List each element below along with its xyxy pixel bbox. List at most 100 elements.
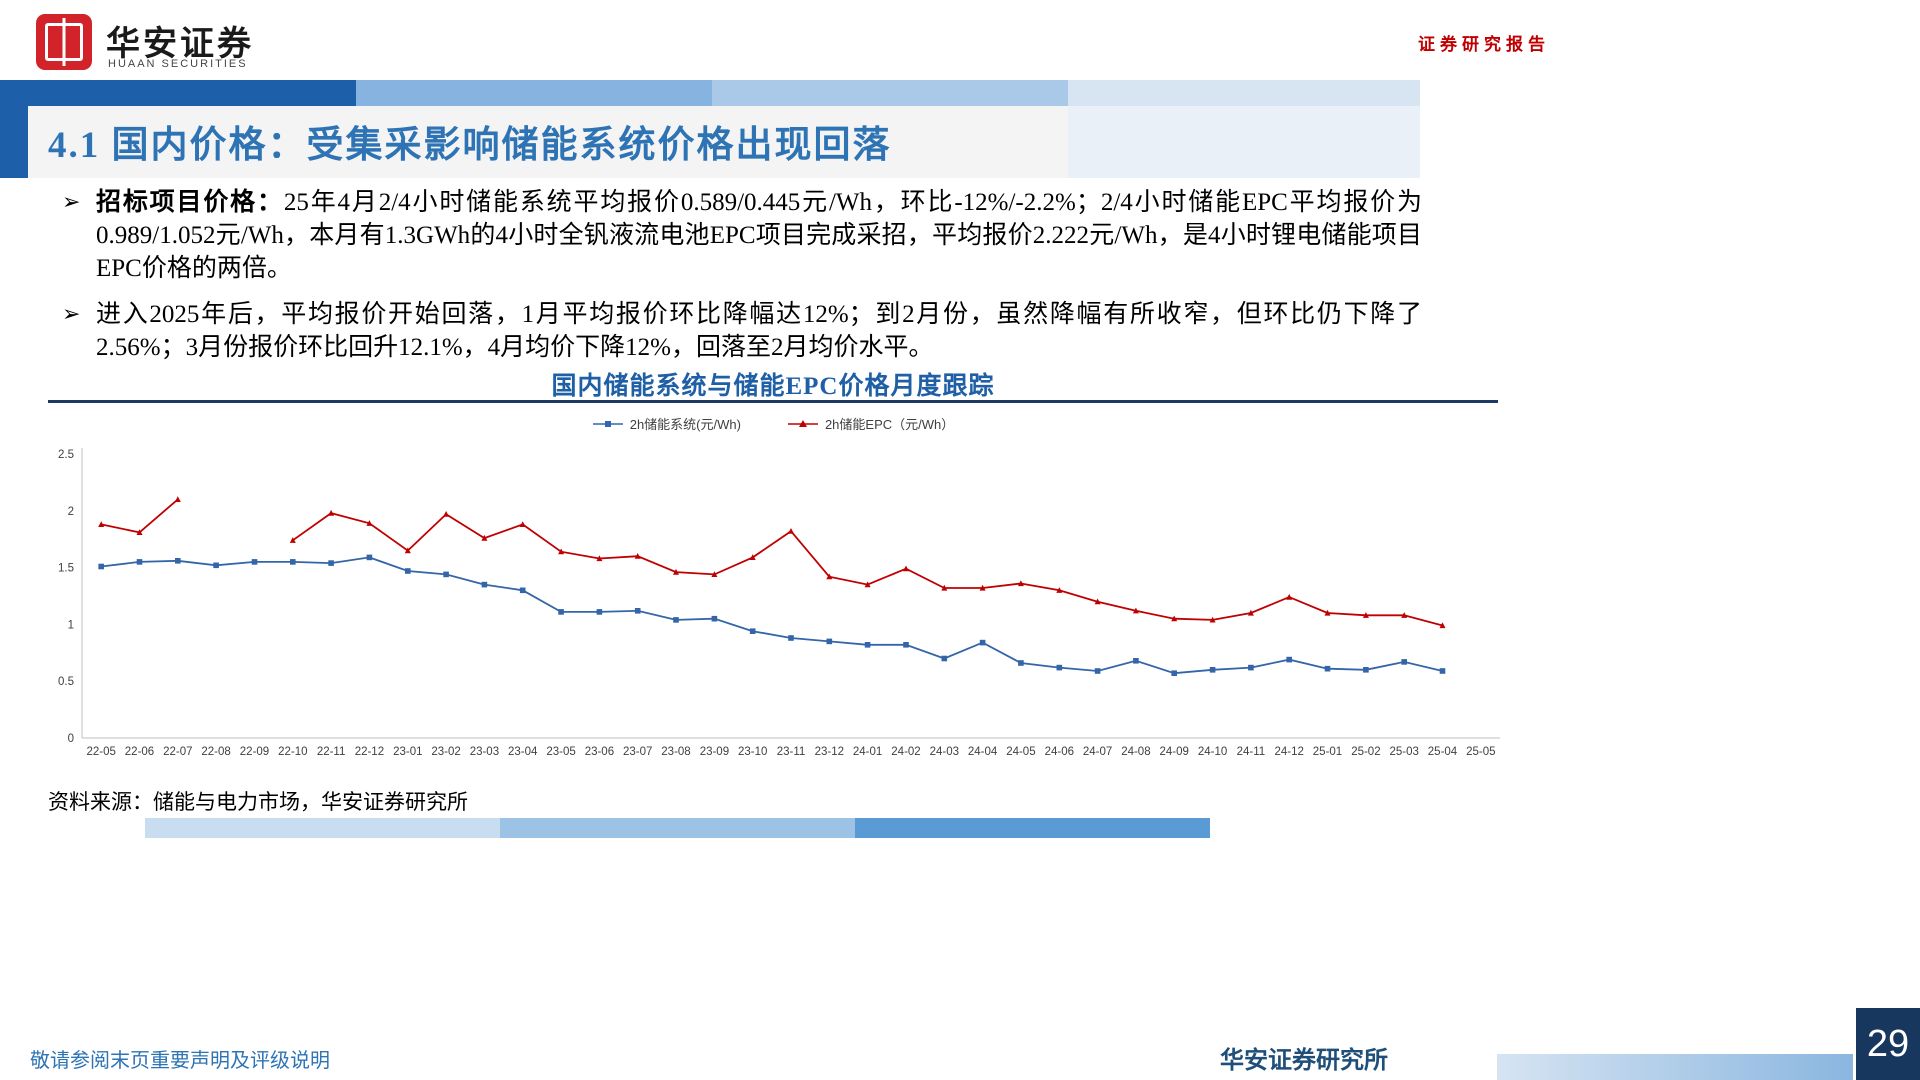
series-marker — [481, 534, 488, 541]
series-marker — [826, 638, 833, 645]
x-tick-label: 24-11 — [1237, 746, 1266, 758]
x-tick-label: 24-03 — [930, 746, 959, 758]
title-band-segment-3 — [712, 80, 1068, 106]
series-marker — [1018, 660, 1024, 666]
series-marker — [1286, 593, 1293, 600]
x-tick-label: 24-07 — [1083, 746, 1112, 758]
y-tick-label: 0 — [68, 733, 74, 745]
series-marker — [558, 548, 565, 555]
series-marker — [1286, 656, 1292, 663]
x-tick-label: 24-04 — [968, 746, 998, 758]
x-tick-label: 24-01 — [853, 746, 882, 758]
x-tick-label: 23-08 — [661, 746, 690, 758]
title-band-segment-1 — [28, 80, 356, 106]
x-tick-label: 25-05 — [1466, 746, 1495, 758]
series-marker — [98, 563, 104, 570]
arrow-bullet-icon: ➢ — [62, 190, 81, 215]
institute-name: 华安证券研究所 — [1220, 1048, 1388, 1074]
series-marker — [1132, 607, 1139, 614]
y-tick-label: 2 — [68, 506, 74, 518]
x-tick-label: 23-04 — [508, 746, 538, 758]
x-tick-label: 23-09 — [700, 746, 729, 758]
bullet-text-block: 进入2025年后，平均报价开始回落，1月平均报价环比降幅达12%；到2月份，虽然… — [96, 298, 1422, 364]
x-tick-label: 24-09 — [1159, 746, 1188, 758]
brand-name-cn: 华安证券 — [106, 26, 254, 63]
arrow-bullet-icon: ➢ — [62, 302, 81, 327]
series-marker — [443, 511, 450, 517]
series-marker — [251, 559, 258, 565]
series-marker — [1171, 615, 1178, 622]
title-row-pale-overlay — [1068, 106, 1420, 178]
series-marker — [1248, 664, 1254, 671]
series-marker — [405, 568, 411, 574]
bullet-text: 进入2025年后，平均报价开始回落，1月平均报价环比降幅达12%；到2月份，虽然… — [96, 301, 1422, 361]
x-tick-label: 23-02 — [431, 746, 460, 758]
brand-name-en: HUAAN SECURITIES — [108, 58, 248, 70]
series-marker — [136, 559, 143, 565]
series-marker — [979, 639, 986, 646]
y-tick-label: 1.5 — [58, 563, 74, 575]
x-tick-label: 25-02 — [1351, 746, 1380, 758]
bullet-item: ➢ 进入2025年后，平均报价开始回落，1月平均报价环比降幅达12%；到2月份，… — [62, 298, 1422, 364]
x-tick-label: 25-01 — [1313, 746, 1342, 758]
series-marker — [941, 584, 948, 591]
series-marker — [1439, 622, 1446, 629]
series-marker — [941, 655, 948, 662]
series-marker — [1171, 670, 1177, 676]
bullet-text: 25年4月2/4小时储能系统平均报价0.589/0.445元/Wh，环比-12%… — [96, 189, 1422, 282]
series-marker — [1401, 659, 1407, 665]
x-tick-label: 22-06 — [125, 746, 154, 758]
series-marker — [1056, 664, 1063, 671]
x-tick-label: 23-06 — [585, 746, 614, 758]
title-band-segment-2 — [356, 80, 712, 106]
chart-legend: 2h储能系统(元/Wh) 2h储能EPC（元/Wh） — [48, 414, 1498, 433]
series-marker — [366, 554, 373, 561]
legend-label: 2h储能EPC（元/Wh） — [824, 417, 955, 432]
legend-label: 2h储能系统(元/Wh) — [629, 417, 741, 432]
bullet-lead: 招标项目价格： — [96, 189, 284, 216]
legend-item: 2h储能EPC（元/Wh） — [787, 414, 954, 433]
series-marker — [404, 547, 411, 554]
series-marker — [979, 584, 986, 591]
x-tick-label: 23-11 — [777, 746, 806, 758]
x-tick-label: 24-06 — [1045, 746, 1074, 758]
series-marker — [864, 642, 871, 648]
x-tick-label: 25-03 — [1389, 746, 1418, 758]
footer-right-band — [1497, 1054, 1853, 1080]
series-marker — [175, 558, 181, 564]
page-number-badge: 29 — [1856, 1008, 1920, 1080]
series-marker — [1324, 665, 1331, 672]
bullet-list: ➢ 招标项目价格：25年4月2/4小时储能系统平均报价0.589/0.445元/… — [62, 186, 1422, 377]
series-marker — [519, 521, 526, 527]
bullet-item: ➢ 招标项目价格：25年4月2/4小时储能系统平均报价0.589/0.445元/… — [62, 186, 1422, 285]
legend-item: 2h储能系统(元/Wh) — [592, 414, 741, 433]
series-marker — [366, 520, 373, 526]
series-marker — [864, 581, 871, 588]
x-tick-label: 24-05 — [1006, 746, 1035, 758]
series-marker — [1401, 612, 1408, 618]
series-marker — [519, 587, 526, 594]
y-tick-label: 2.5 — [58, 449, 74, 461]
series-marker — [711, 615, 718, 622]
x-tick-label: 22-05 — [86, 746, 115, 758]
page-title: 4.1 国内价格：受集采影响储能系统价格出现回落 — [48, 125, 892, 166]
x-tick-label: 23-01 — [393, 746, 422, 758]
x-tick-label: 25-04 — [1428, 746, 1458, 758]
series-marker — [1324, 609, 1331, 616]
series-marker — [98, 521, 105, 527]
x-tick-label: 22-10 — [278, 746, 307, 758]
x-tick-label: 23-10 — [738, 746, 767, 758]
x-tick-label: 23-07 — [623, 746, 652, 758]
x-tick-label: 22-08 — [201, 746, 230, 758]
price-line-chart: 0 0.5 1 1.5 2 2.5 22-05 22-06 22-07 22-08 22-09 22-… — [58, 448, 1500, 758]
series-marker — [1363, 667, 1369, 673]
footer-band-segment-1 — [145, 818, 500, 838]
disclaimer-text: 敬请参阅末页重要声明及评级说明 — [30, 1050, 330, 1072]
y-tick-label: 0.5 — [58, 676, 74, 688]
series-marker — [749, 628, 756, 634]
x-tick-label: 23-05 — [546, 746, 575, 758]
series-marker — [1133, 658, 1139, 664]
huaan-seal-icon — [36, 14, 92, 70]
x-tick-label: 22-11 — [317, 746, 346, 758]
chart-title: 国内储能系统与储能EPC价格月度跟踪 — [551, 373, 995, 400]
